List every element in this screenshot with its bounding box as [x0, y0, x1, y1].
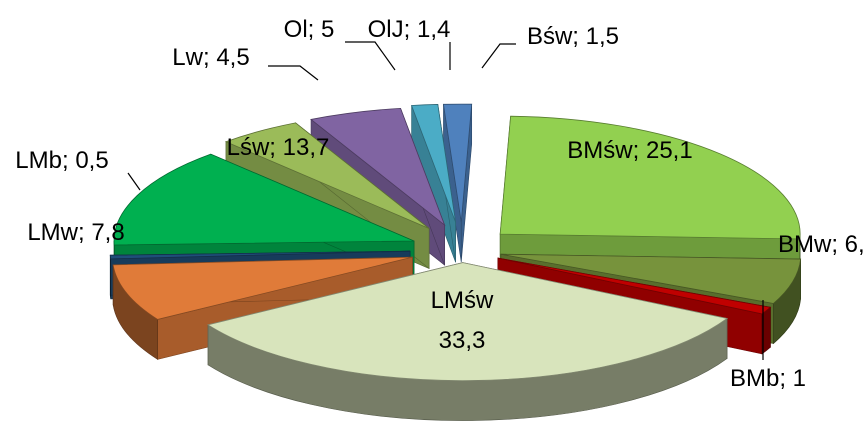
data-label-bmw: BMw; 6,2 — [778, 231, 865, 258]
data-label-olj: OlJ; 1,4 — [368, 16, 451, 43]
slice-top — [113, 153, 415, 246]
slice-top — [310, 107, 446, 227]
slice-top — [112, 256, 413, 320]
data-label-bmb: BMb; 1 — [730, 365, 806, 392]
data-label-bmsw: BMśw; 25,1 — [567, 137, 692, 164]
pie-slice-bsw — [442, 103, 473, 263]
data-label-lmsw: LMśw 33,3 — [431, 287, 494, 354]
slice-top — [411, 104, 457, 223]
leader-line-lmb — [127, 172, 141, 191]
leader-line-ol — [345, 41, 396, 71]
slice-top — [497, 257, 772, 315]
slice-top — [442, 103, 473, 223]
data-label-lmb: LMb; 0,5 — [15, 147, 108, 174]
slice-top — [109, 250, 411, 260]
leader-line-lw — [268, 65, 319, 81]
slice-top — [500, 253, 802, 304]
data-label-ol: Ol; 5 — [284, 16, 335, 43]
data-label-lsw: Lśw; 13,7 — [227, 134, 330, 161]
slices-layer — [109, 103, 802, 421]
leader-line-bsw — [481, 43, 516, 69]
pie-slice-olj — [411, 104, 457, 263]
slice-top — [499, 115, 801, 240]
data-label-lmw: LMw; 7,8 — [27, 219, 124, 246]
slice-top — [207, 262, 729, 381]
pie-slice-lmsw — [207, 262, 729, 421]
data-label-bsw: Bśw; 1,5 — [527, 23, 619, 50]
leader-lines-layer — [127, 41, 764, 360]
data-label-lw: Lw; 4,5 — [172, 44, 249, 71]
slice-top — [224, 122, 430, 229]
